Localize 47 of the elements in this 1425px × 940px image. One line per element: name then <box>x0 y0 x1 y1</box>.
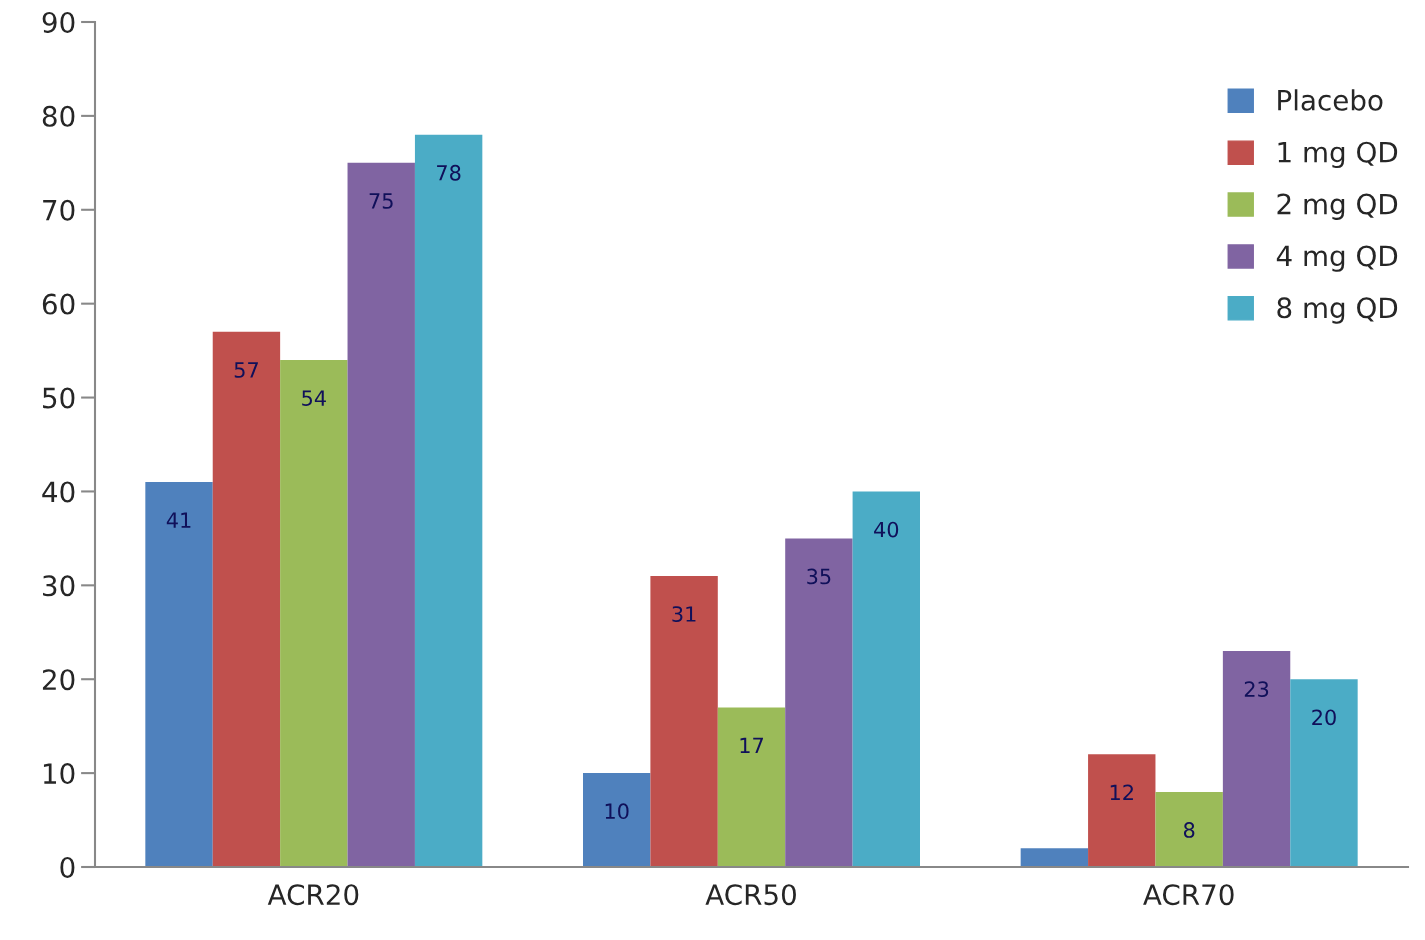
data-label: 10 <box>605 803 629 820</box>
data-label: 31 <box>672 606 696 622</box>
y-tick-label: 90 <box>42 11 75 33</box>
data-label: 23 <box>1244 681 1269 698</box>
y-tick-label: 50 <box>43 387 75 409</box>
bar <box>414 134 483 867</box>
x-tick-label: ACR50 <box>705 884 796 906</box>
bar <box>650 575 718 867</box>
bar <box>852 491 920 867</box>
data-label: 78 <box>437 164 461 181</box>
y-tick-label: 20 <box>42 669 75 691</box>
bar <box>583 773 651 867</box>
legend-label: 2 mg QD <box>1277 193 1398 220</box>
data-label: 17 <box>740 737 763 754</box>
y-tick-label: 80 <box>42 105 75 127</box>
data-label: 40 <box>874 521 899 538</box>
legend-label: 8 mg QD <box>1277 297 1398 324</box>
bar <box>717 707 786 867</box>
bar <box>212 331 281 867</box>
legend-label: Placebo <box>1278 89 1383 111</box>
y-tick-label: 0 <box>60 856 75 878</box>
bar <box>347 162 415 867</box>
bar <box>1020 848 1089 867</box>
x-tick-label: ACR70 <box>1143 884 1234 906</box>
data-label: 41 <box>166 512 191 528</box>
legend-label: 1 mg QD <box>1278 141 1398 169</box>
data-label: 54 <box>302 390 326 406</box>
bar <box>1088 754 1156 867</box>
data-label: 8 <box>1183 822 1195 838</box>
x-tick-label: ACR20 <box>267 884 359 906</box>
y-tick-label: 60 <box>42 293 75 315</box>
data-label: 35 <box>807 568 831 585</box>
bar <box>280 360 348 867</box>
legend-label: 4 mg QD <box>1276 245 1398 272</box>
bar <box>145 482 213 867</box>
bar <box>1155 791 1223 867</box>
y-tick-label: 10 <box>43 763 75 785</box>
y-tick-label: 70 <box>43 199 75 221</box>
bar <box>1222 651 1291 867</box>
data-label: 75 <box>369 193 393 209</box>
data-label: 20 <box>1312 709 1336 726</box>
y-tick-label: 40 <box>42 481 75 503</box>
y-tick-label: 30 <box>43 575 75 597</box>
data-label: 12 <box>1110 784 1133 800</box>
bar <box>785 538 853 867</box>
bar <box>1290 679 1358 867</box>
data-label: 57 <box>234 362 258 378</box>
